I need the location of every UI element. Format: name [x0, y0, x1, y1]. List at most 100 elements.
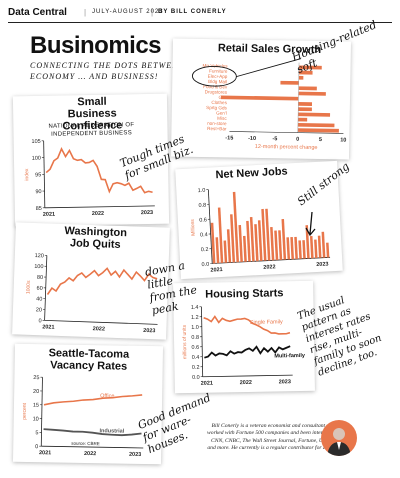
vacancy-rates-chart: 0 5 10 15 20 25 2021 2022 2023 percent Office Indus… — [22, 375, 144, 458]
y-tick-label: 15 — [33, 403, 39, 409]
y-tick-label: 1.0 — [191, 325, 199, 331]
y-tick-label: 20 — [36, 307, 42, 313]
y-tick-label: 5 — [35, 430, 38, 436]
bar — [294, 236, 298, 260]
retail-sales-card: Retail Sales Growth Mtr Vehicles Furnitur… — [170, 38, 352, 160]
y-tick-label: 100 — [34, 264, 43, 270]
y-axis-line — [43, 140, 46, 208]
bar — [302, 240, 306, 259]
bar — [286, 237, 291, 260]
bar — [217, 207, 224, 264]
y-axis-label: Millions — [190, 218, 197, 235]
bar — [238, 224, 243, 263]
bar — [210, 222, 216, 264]
category-label: Drugstores — [205, 89, 228, 94]
housing-starts-chart: 0.0 0.2 0.4 0.6 0.8 1.0 1.2 1.4 2021 2022 2023 mill… — [182, 305, 306, 387]
y-tick-label: 0.0 — [201, 262, 209, 268]
bar — [261, 208, 267, 261]
vacancy-rates-card: Seattle-Tacoma Vacancy Rates 0 5 10 15 20 25 2… — [12, 343, 164, 465]
bar — [226, 229, 232, 263]
y-tick-label: 60 — [36, 286, 42, 292]
y-tick-label: 0.2 — [192, 365, 200, 371]
y-tick-label: 0.8 — [191, 335, 199, 341]
y-axis-label: percent — [22, 402, 28, 419]
series-label: Office — [100, 393, 114, 399]
x-tick-label: -15 — [225, 135, 233, 141]
category-label: Bldg Matl — [208, 79, 227, 84]
x-tick-label: 2022 — [92, 211, 104, 217]
section-name: Data Central — [8, 7, 67, 18]
category-label: Misc — [217, 116, 227, 121]
x-tick-label: 2023 — [143, 328, 155, 334]
y-tick-label: 0.4 — [192, 355, 200, 361]
y-tick-label: 0 — [38, 318, 41, 324]
y-tick-label: 95 — [35, 172, 41, 178]
bar — [215, 237, 220, 264]
bar — [298, 86, 317, 91]
zero-line — [297, 62, 300, 133]
y-axis-label: millions of units — [182, 324, 189, 359]
bar — [309, 236, 314, 259]
x-axis-line — [212, 256, 331, 264]
series-line — [43, 428, 142, 437]
y-tick-label: 100 — [32, 156, 41, 162]
y-axis-line — [40, 377, 43, 447]
x-axis-label: 12-month percent change — [255, 144, 318, 151]
x-tick-label: 5 — [319, 137, 322, 143]
bar — [246, 220, 251, 262]
bar — [298, 240, 302, 259]
x-axis-line — [229, 131, 344, 134]
y-tick-label: 20 — [33, 389, 39, 395]
series-line — [204, 345, 291, 359]
y-axis-line — [201, 306, 204, 377]
x-tick-label: 2022 — [263, 264, 276, 271]
bar — [321, 231, 326, 258]
y-tick-label: 40 — [36, 296, 42, 302]
bar — [298, 117, 308, 122]
category-label: Furniture — [209, 69, 228, 74]
x-tick-label: 2022 — [93, 326, 105, 332]
bar — [278, 230, 283, 260]
y-tick-label: 10 — [33, 416, 39, 422]
bar — [298, 70, 313, 75]
x-axis-line — [202, 374, 293, 378]
highlight-ellipse — [191, 65, 237, 87]
bar — [305, 225, 310, 259]
y-tick-label: 85 — [36, 206, 42, 212]
y-tick-label: 0.6 — [199, 217, 207, 223]
header-divider: | — [84, 8, 87, 17]
byline: BY BILL CONERLY — [158, 9, 227, 15]
job-quits-card: Washington Job Quits 0 20 40 60 80 100 120 2021… — [12, 222, 170, 340]
x-tick-label: 2022 — [84, 451, 96, 457]
bar — [317, 235, 322, 258]
x-tick-label: 2021 — [43, 212, 55, 218]
x-axis-line — [41, 445, 144, 449]
bar — [281, 218, 287, 260]
x-tick-label: 2021 — [39, 450, 51, 456]
bar — [220, 95, 299, 101]
y-tick-label: 0.4 — [200, 232, 208, 238]
x-tick-label: 2021 — [210, 267, 223, 274]
series-line — [45, 147, 153, 194]
bar — [298, 107, 312, 112]
source-annotation: source: CBRE — [71, 441, 100, 446]
avatar — [321, 420, 357, 456]
x-tick-label: -10 — [248, 136, 256, 142]
net-new-jobs-chart: 0.0 0.2 0.4 0.6 0.8 1.0 2021 2022 2023 Millions — [190, 188, 331, 274]
bar — [298, 91, 326, 96]
x-tick-label: 2022 — [240, 380, 252, 386]
x-tick-label: 2023 — [129, 452, 141, 458]
quits-handwritten-note: down a little from the peak — [144, 259, 198, 318]
housing-starts-card: Housing Starts 0.0 0.2 0.4 0.6 0.8 1.0 1.2 1.4 2… — [173, 280, 315, 394]
x-tick-label: 0 — [296, 137, 299, 143]
x-tick-label: -5 — [272, 136, 277, 142]
issue-date: JULY-AUGUST 2023 — [92, 9, 164, 15]
small-business-chart: 85 90 95 100 105 2021 2022 2023 index — [24, 139, 155, 218]
bar — [298, 65, 322, 70]
page-subtitle: CONNECTING THE DOTS BETWEEN THE ECONOMY … — [30, 61, 206, 81]
y-tick-label: 120 — [35, 253, 44, 259]
bar — [257, 220, 263, 262]
category-label: Sprtg Gds — [206, 105, 227, 110]
y-tick-label: 105 — [31, 139, 40, 145]
